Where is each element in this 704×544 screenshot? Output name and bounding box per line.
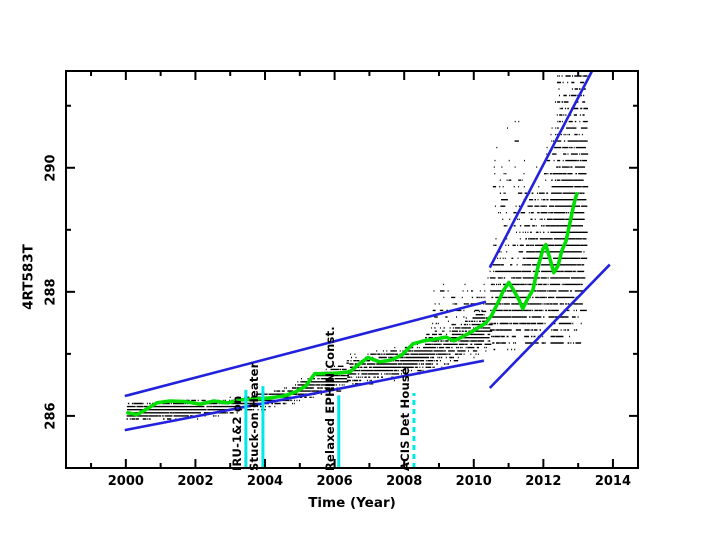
trend-line [126, 192, 579, 417]
x-tick-label: 2000 [107, 474, 144, 489]
y-axis-title: 4RT583T [20, 244, 37, 310]
annotation-label: ACIS Det House [397, 367, 412, 471]
x-tick-label: 2014 [594, 474, 632, 489]
x-tick-label: 2004 [246, 474, 284, 489]
annotation-label: Stuck-on Heater [246, 362, 261, 471]
x-axis-title: Time (Year) [308, 495, 396, 511]
upper-envelope-late [488, 71, 593, 269]
y-tick-label: 288 [43, 278, 59, 306]
x-tick-label: 2012 [525, 474, 562, 489]
upper-envelope-early [124, 300, 487, 398]
lower-envelope-late [488, 263, 611, 389]
annotation-label: Relaxed EPHIN Const. [322, 326, 337, 471]
plot-frame [65, 70, 639, 469]
x-tick-label: 2006 [316, 474, 353, 489]
lower-envelope-early [124, 359, 485, 432]
annotation-label: IRU-1&2 on [229, 395, 244, 471]
y-tick-label: 290 [43, 154, 59, 182]
x-tick-label: 2008 [386, 474, 423, 489]
x-tick-label: 2002 [177, 474, 214, 489]
x-tick-label: 2010 [455, 474, 492, 489]
y-tick-label: 286 [43, 402, 59, 430]
